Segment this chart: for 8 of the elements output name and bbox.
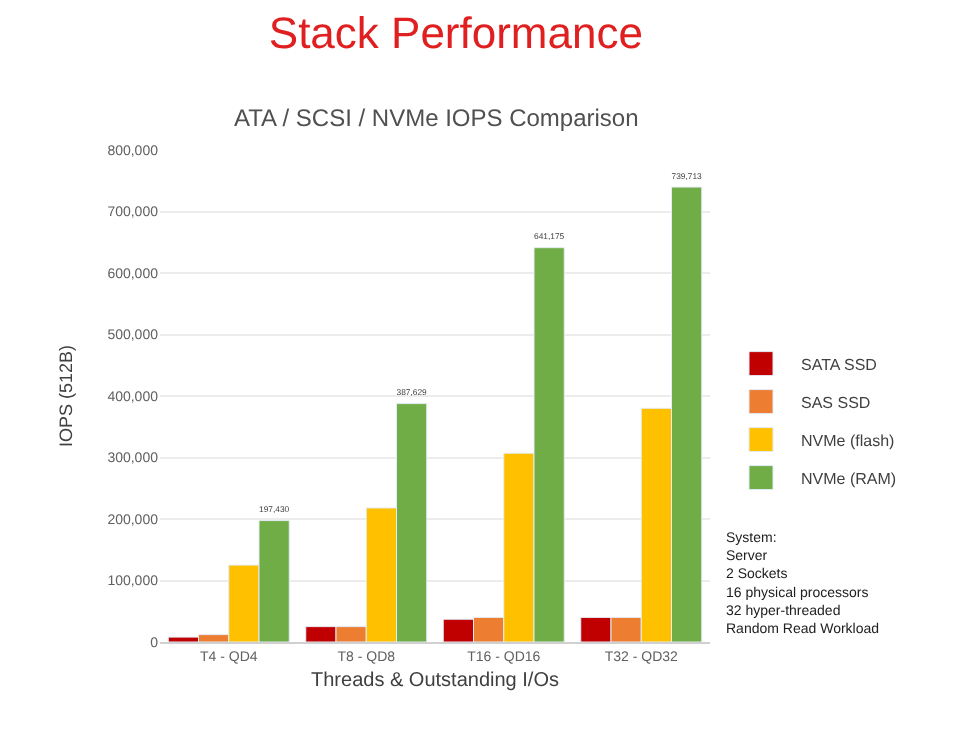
legend-label: SAS SSD	[801, 393, 871, 412]
chart-title: Stack Performance	[268, 8, 643, 59]
y-axis-title: IOPS (512B)	[56, 344, 77, 448]
legend-label: SATA SSD	[801, 355, 878, 374]
chart-subtitle: ATA / SCSI / NVMe IOPS Comparison	[234, 104, 639, 132]
legend-label: NVMe (flash)	[801, 431, 896, 450]
x-axis-title: Threads & Outstanding I/Os	[311, 669, 559, 692]
legend-label: NVMe (RAM)	[801, 469, 897, 488]
